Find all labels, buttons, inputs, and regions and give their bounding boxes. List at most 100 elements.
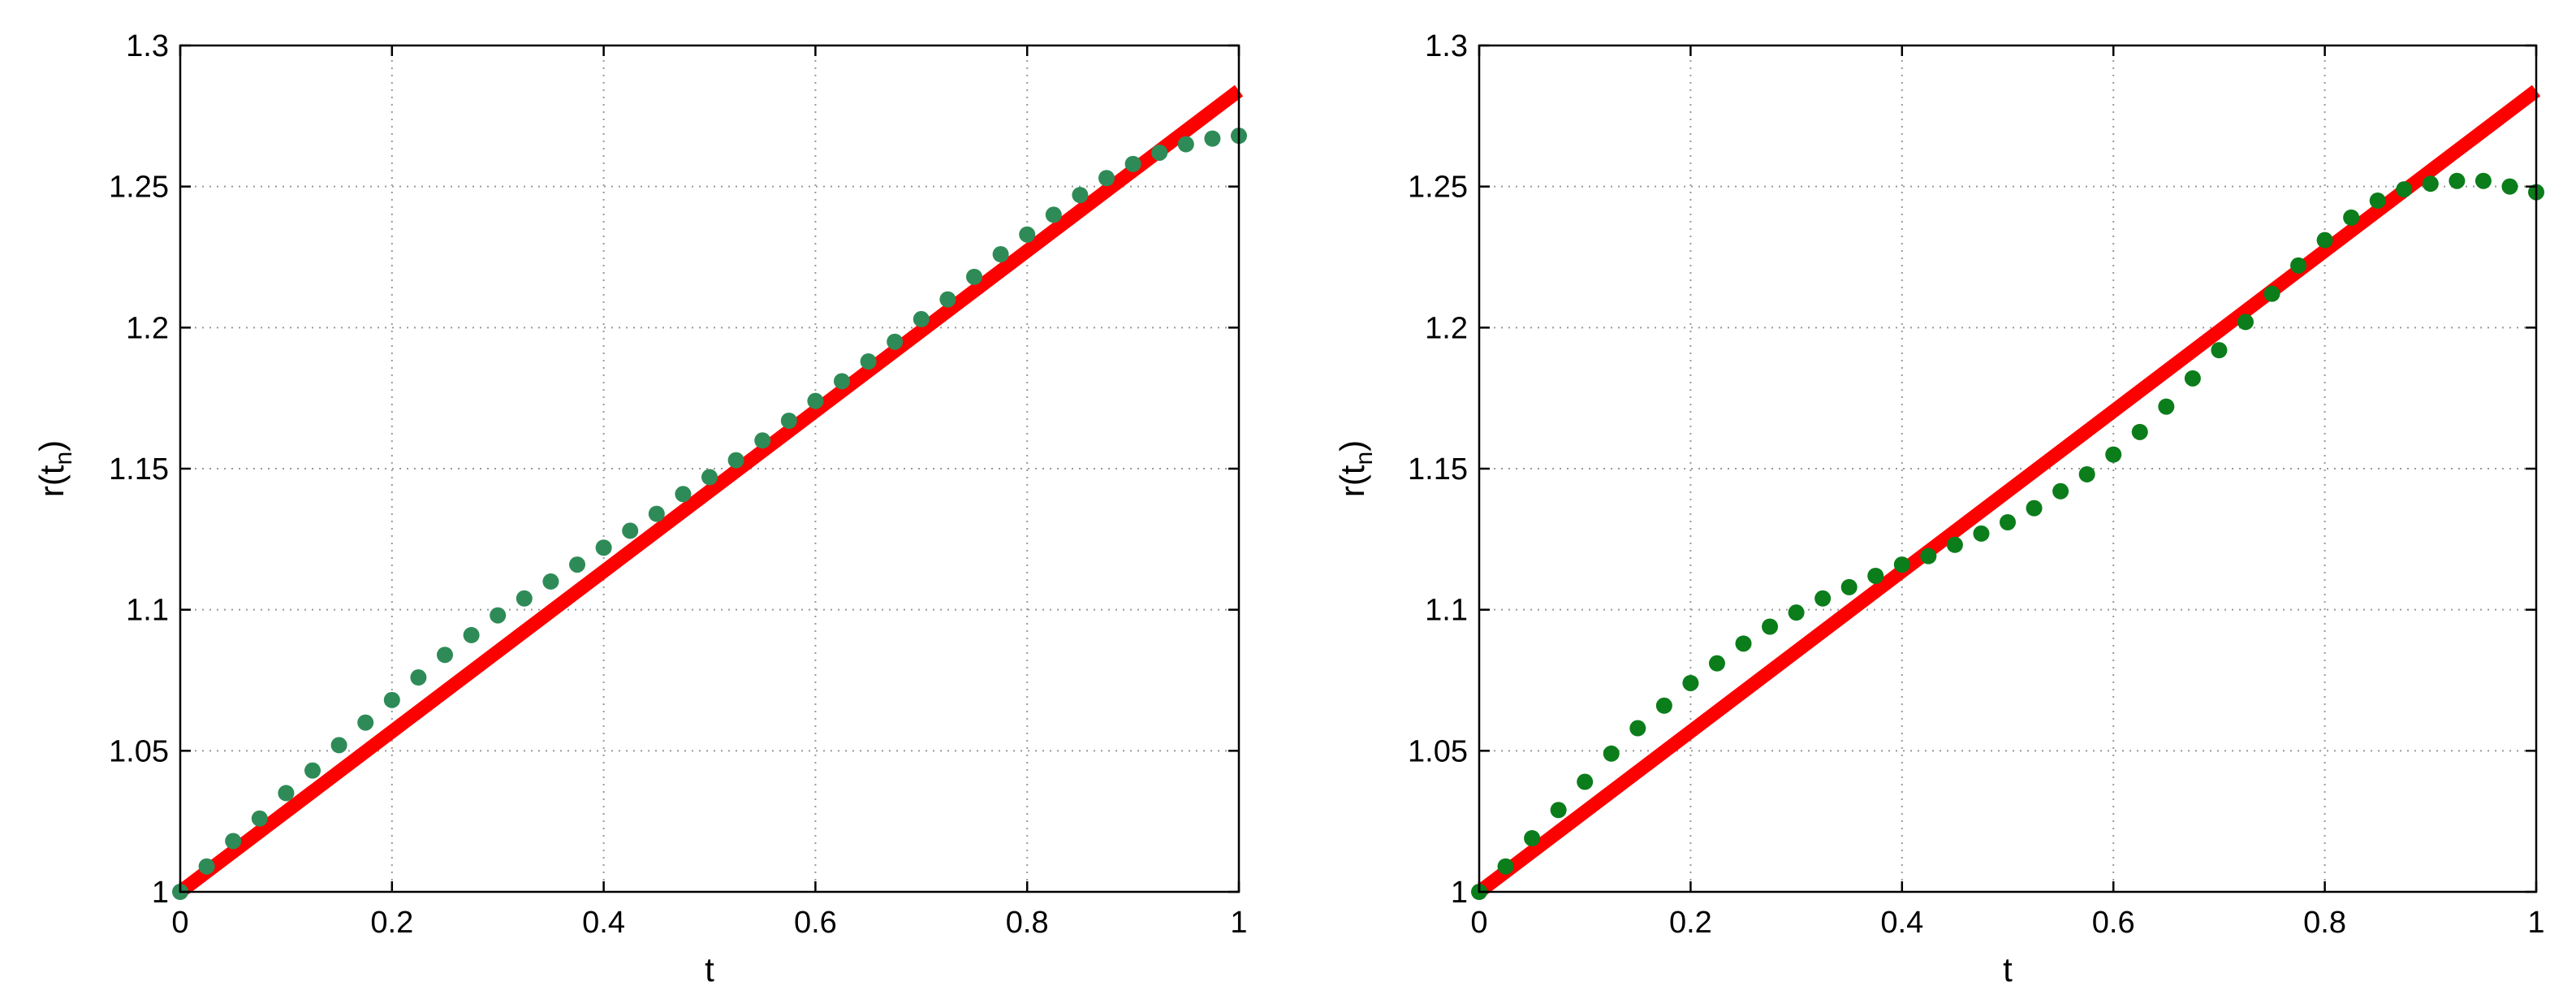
right-data-point-30 (2263, 285, 2280, 302)
right-data-point-36 (2422, 175, 2439, 193)
right-ytick-label-6: 1.3 (1425, 29, 1468, 63)
right-data-point-17 (1920, 547, 1937, 565)
left-data-point-16 (595, 539, 612, 556)
left-data-point-5 (304, 762, 321, 779)
left-data-point-23 (780, 412, 797, 429)
left-data-point-32 (1019, 226, 1036, 243)
left-data-point-21 (727, 452, 744, 469)
left-data-point-13 (516, 590, 533, 607)
left-data-point-2 (225, 833, 242, 850)
right-data-point-28 (2211, 342, 2228, 359)
left-ytick-label-1: 1.05 (109, 734, 169, 768)
right-data-point-3 (1550, 802, 1567, 819)
left-ytick-label-4: 1.2 (126, 311, 169, 345)
right-ytick-label-1: 1.05 (1408, 734, 1468, 768)
right-data-point-38 (2475, 172, 2492, 189)
right-ylabel-subscript: n (1351, 452, 1378, 465)
right-ytick-label-4: 1.2 (1425, 311, 1468, 345)
left-data-point-39 (1204, 130, 1221, 147)
left-data-point-14 (542, 573, 559, 590)
right-xlabel: t (2003, 950, 2013, 989)
left-data-point-25 (834, 373, 850, 390)
right-ylabel-close: ) (1333, 440, 1371, 452)
right-data-point-23 (2078, 465, 2095, 482)
right-data-point-31 (2290, 257, 2307, 274)
left-ylabel-main: r(t (32, 465, 71, 497)
right-data-point-4 (1577, 773, 1594, 790)
right-data-point-2 (1524, 830, 1541, 847)
right-data-point-16 (1893, 556, 1910, 573)
right-data-point-13 (1814, 590, 1832, 607)
right-data-point-19 (1973, 525, 1990, 542)
right-data-point-9 (1708, 655, 1725, 672)
left-data-point-10 (437, 647, 453, 664)
chart-right: 0 0.2 0.4 0.6 0.8 1 1 1.05 1.1 1.15 1.2 1.25 1.3 t r(t… (1333, 29, 2545, 989)
left-data-point-6 (330, 737, 347, 754)
left-data-point-31 (992, 246, 1009, 263)
right-data-point-29 (2237, 314, 2254, 331)
left-data-point-19 (675, 486, 692, 503)
left-data-point-20 (701, 469, 718, 486)
left-data-point-1 (198, 858, 215, 875)
right-ytick-label-5: 1.25 (1408, 171, 1468, 205)
left-data-point-34 (1072, 187, 1089, 204)
left-data-point-28 (913, 310, 930, 327)
left-data-point-3 (251, 810, 268, 827)
left-xtick-label-4: 0.8 (1006, 906, 1049, 940)
right-data-point-11 (1762, 618, 1779, 635)
left-data-point-30 (966, 268, 982, 285)
left-xtick-label-3: 0.6 (794, 906, 837, 940)
left-data-point-29 (939, 291, 956, 308)
left-data-point-24 (807, 392, 824, 409)
left-data-point-37 (1151, 144, 1168, 161)
left-data-point-12 (490, 607, 507, 624)
right-data-point-12 (1788, 604, 1805, 621)
right-data-point-24 (2105, 446, 2122, 463)
left-xtick-label-0: 0 (171, 906, 188, 940)
right-data-point-14 (1840, 578, 1858, 595)
left-data-point-9 (410, 669, 427, 686)
left-data-point-18 (648, 505, 665, 522)
left-data-point-11 (463, 626, 480, 643)
right-ylabel: r(tn) (1333, 440, 1378, 497)
left-data-point-38 (1177, 136, 1194, 153)
right-data-point-6 (1629, 720, 1646, 737)
left-ytick-label-5: 1.25 (109, 171, 169, 205)
left-data-point-27 (887, 333, 904, 350)
right-data-point-39 (2501, 178, 2518, 195)
left-data-point-26 (860, 353, 877, 370)
left-ytick-label-0: 1 (152, 876, 169, 910)
right-xtick-label-5: 1 (2527, 906, 2544, 940)
left-data-point-8 (383, 691, 400, 708)
left-data-point-36 (1124, 155, 1141, 172)
right-data-point-15 (1867, 567, 1884, 584)
left-data-point-33 (1045, 206, 1062, 223)
right-xtick-label-3: 0.6 (2092, 906, 2135, 940)
left-ytick-label-3: 1.15 (109, 452, 169, 487)
left-xlabel: t (705, 950, 714, 989)
chart-left: 0 0.2 0.4 0.6 0.8 1 1 1.05 1.1 1.15 1.2 1.25 1.3 t r(t… (32, 29, 1248, 989)
right-ylabel-main: r(t (1333, 465, 1371, 497)
right-data-point-7 (1655, 697, 1672, 714)
right-xtick-label-1: 0.2 (1669, 906, 1712, 940)
left-xtick-label-1: 0.2 (370, 906, 413, 940)
right-ytick-label-0: 1 (1451, 876, 1468, 910)
left-xtick-label-2: 0.4 (582, 906, 625, 940)
right-data-point-33 (2343, 209, 2360, 226)
right-data-point-26 (2158, 398, 2175, 415)
right-data-point-34 (2369, 193, 2386, 210)
right-data-point-8 (1682, 674, 1699, 691)
right-data-point-32 (2316, 231, 2333, 249)
right-ytick-label-3: 1.15 (1408, 452, 1468, 487)
right-ytick-label-2: 1.1 (1425, 594, 1468, 628)
left-ylabel-close: ) (32, 440, 71, 452)
left-data-point-7 (357, 714, 374, 731)
right-data-point-35 (2396, 181, 2413, 198)
left-ylabel: r(tn) (32, 440, 77, 497)
right-data-point-18 (1946, 536, 1963, 553)
left-data-point-17 (622, 522, 639, 539)
right-data-point-5 (1603, 745, 1620, 762)
left-series-line (175, 84, 1244, 898)
right-xtick-label-2: 0.4 (1880, 906, 1923, 940)
